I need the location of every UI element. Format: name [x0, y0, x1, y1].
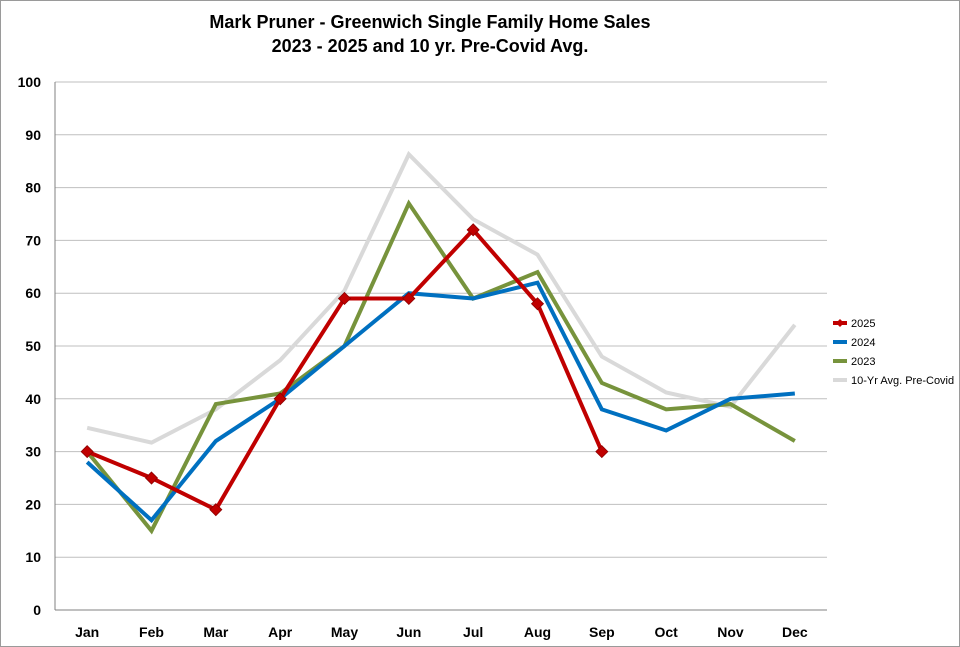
legend-label-2023: 2023	[851, 356, 875, 368]
point-2025-feb	[144, 471, 159, 485]
y-tick-label-90: 90	[25, 127, 41, 143]
point-2025-jan	[80, 445, 94, 459]
series-line-2024	[85, 280, 795, 524]
legend-marker-2025	[836, 319, 844, 327]
x-tick-label-jun: Jun	[396, 624, 421, 640]
grid-lines	[55, 81, 827, 558]
point-2025-apr	[273, 392, 287, 406]
chart-subtitle: 2023 - 2025 and 10 yr. Pre-Covid Avg.	[271, 36, 589, 56]
axes	[54, 82, 827, 611]
series-line-10-yr-avg-pre-covid	[86, 150, 797, 445]
legend-label-2025: 2025	[851, 318, 875, 330]
y-tick-label-30: 30	[25, 444, 41, 460]
point-2025-may	[337, 291, 352, 306]
series-lines	[80, 150, 797, 535]
y-tick-label-80: 80	[25, 180, 41, 196]
y-tick-label-20: 20	[25, 496, 41, 512]
chart-title-block: Mark Pruner - Greenwich Single Family Ho…	[0, 10, 860, 58]
x-tick-label-jul: Jul	[463, 624, 483, 640]
legend-label-10-yr-avg-pre-covid: 10-Yr Avg. Pre-Covid	[851, 375, 954, 387]
x-tick-label-nov: Nov	[717, 624, 744, 640]
legend: 2025 2024 2023 10-Yr Avg. Pre-Covid	[833, 318, 954, 387]
y-tick-label-60: 60	[25, 285, 41, 301]
point-2025-mar	[209, 503, 223, 517]
x-tick-label-dec: Dec	[782, 624, 808, 640]
point-2025-sep	[595, 445, 609, 459]
y-tick-label-10: 10	[25, 549, 41, 565]
x-tick-label-apr: Apr	[268, 624, 293, 640]
legend-label-2024: 2024	[851, 337, 875, 349]
x-tick-label-sep: Sep	[589, 624, 615, 640]
x-tick-labels: Jan Feb Mar Apr May Jun Jul Aug Sep Oct Nov Dec	[75, 624, 808, 640]
x-tick-label-feb: Feb	[139, 624, 164, 640]
y-tick-label-50: 50	[25, 338, 41, 354]
y-tick-label-40: 40	[25, 391, 41, 407]
point-2025-jun	[402, 291, 416, 306]
y-tick-label-70: 70	[25, 232, 41, 248]
point-2025-aug	[530, 297, 545, 311]
y-tick-label-0: 0	[33, 602, 41, 618]
x-tick-label-mar: Mar	[203, 624, 228, 640]
series-line-2025	[86, 226, 604, 513]
y-tick-label-100: 100	[18, 74, 42, 90]
x-tick-label-aug: Aug	[524, 624, 551, 640]
chart-title: Mark Pruner - Greenwich Single Family Ho…	[209, 12, 651, 32]
x-tick-label-may: May	[331, 624, 358, 640]
y-tick-labels: 0 10 20 30 40 50 60 70 80 90 100	[18, 74, 42, 618]
x-tick-label-jan: Jan	[75, 624, 99, 640]
point-2025-jul	[466, 223, 480, 237]
x-tick-label-oct: Oct	[654, 624, 678, 640]
series-line-2023	[85, 199, 796, 535]
